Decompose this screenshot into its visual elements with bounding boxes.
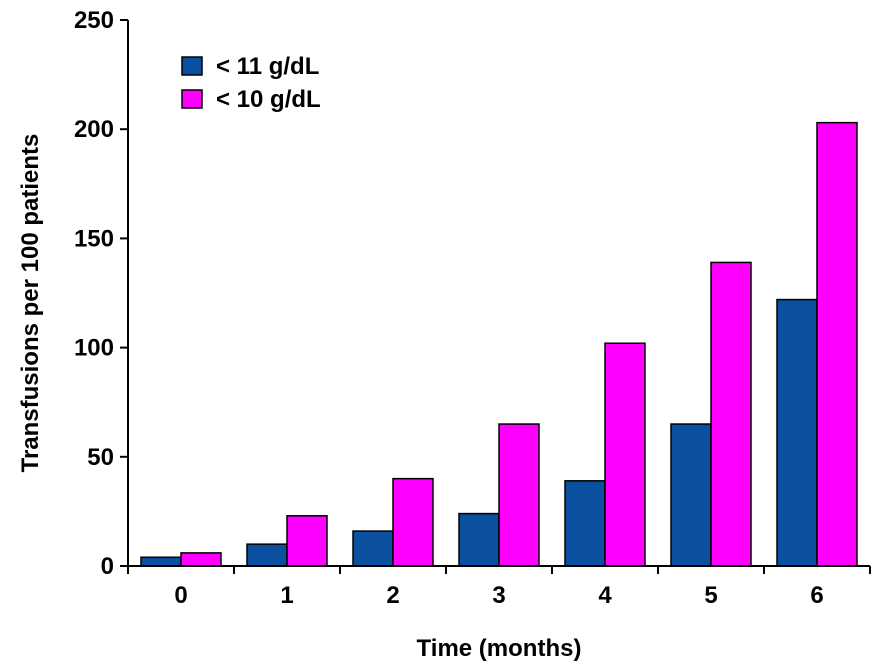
y-tick-label-250: 250: [74, 7, 114, 34]
y-tick-label-100: 100: [74, 335, 114, 362]
bar-10-g-dl-month-6: [816, 121, 858, 567]
x-tick-label-1: 1: [280, 582, 293, 609]
bar-11-g-dl-month-0: [140, 556, 182, 567]
bar-11-g-dl-month-6: [776, 298, 818, 567]
axes-layer: [127, 20, 870, 567]
legend-label-less-than-11: < 11 g/dL: [216, 53, 319, 80]
y-axis-title: Transfusions per 100 patients: [17, 134, 44, 473]
bar-10-g-dl-month-1: [286, 515, 328, 567]
bars-layer: [140, 121, 858, 567]
y-tick-label-50: 50: [87, 444, 114, 471]
legend-label-less-than-10: < 10 g/dL: [216, 86, 321, 113]
legend: < 11 g/dL < 10 g/dL: [181, 53, 321, 113]
x-tick-label-0: 0: [174, 582, 187, 609]
bar-11-g-dl-month-5: [670, 423, 712, 567]
legend-swatch-less-than-10: [181, 89, 203, 109]
bar-11-g-dl-month-2: [352, 530, 394, 567]
bar-11-g-dl-month-4: [564, 480, 606, 567]
y-tick-label-150: 150: [74, 225, 114, 252]
x-tick-label-5: 5: [704, 582, 717, 609]
x-axis-title: Time (months): [417, 635, 582, 662]
x-tick-label-3: 3: [492, 582, 505, 609]
bar-10-g-dl-month-4: [604, 342, 646, 567]
x-tick-label-2: 2: [386, 582, 399, 609]
legend-swatch-less-than-11: [181, 56, 203, 76]
bar-11-g-dl-month-3: [458, 512, 500, 567]
bar-10-g-dl-month-2: [392, 477, 434, 567]
bar-11-g-dl-month-1: [246, 543, 288, 567]
y-tick-label-0: 0: [101, 553, 114, 580]
bar-10-g-dl-month-0: [180, 552, 222, 567]
bar-10-g-dl-month-3: [498, 423, 540, 567]
x-tick-label-4: 4: [598, 582, 612, 609]
bar-10-g-dl-month-5: [710, 261, 752, 567]
x-tick-label-6: 6: [810, 582, 823, 609]
y-ticks: 0 50 100 150 200 250: [74, 7, 128, 580]
x-ticks: 0 1 2 3 4 5 6: [127, 566, 871, 609]
y-tick-label-200: 200: [74, 116, 114, 143]
